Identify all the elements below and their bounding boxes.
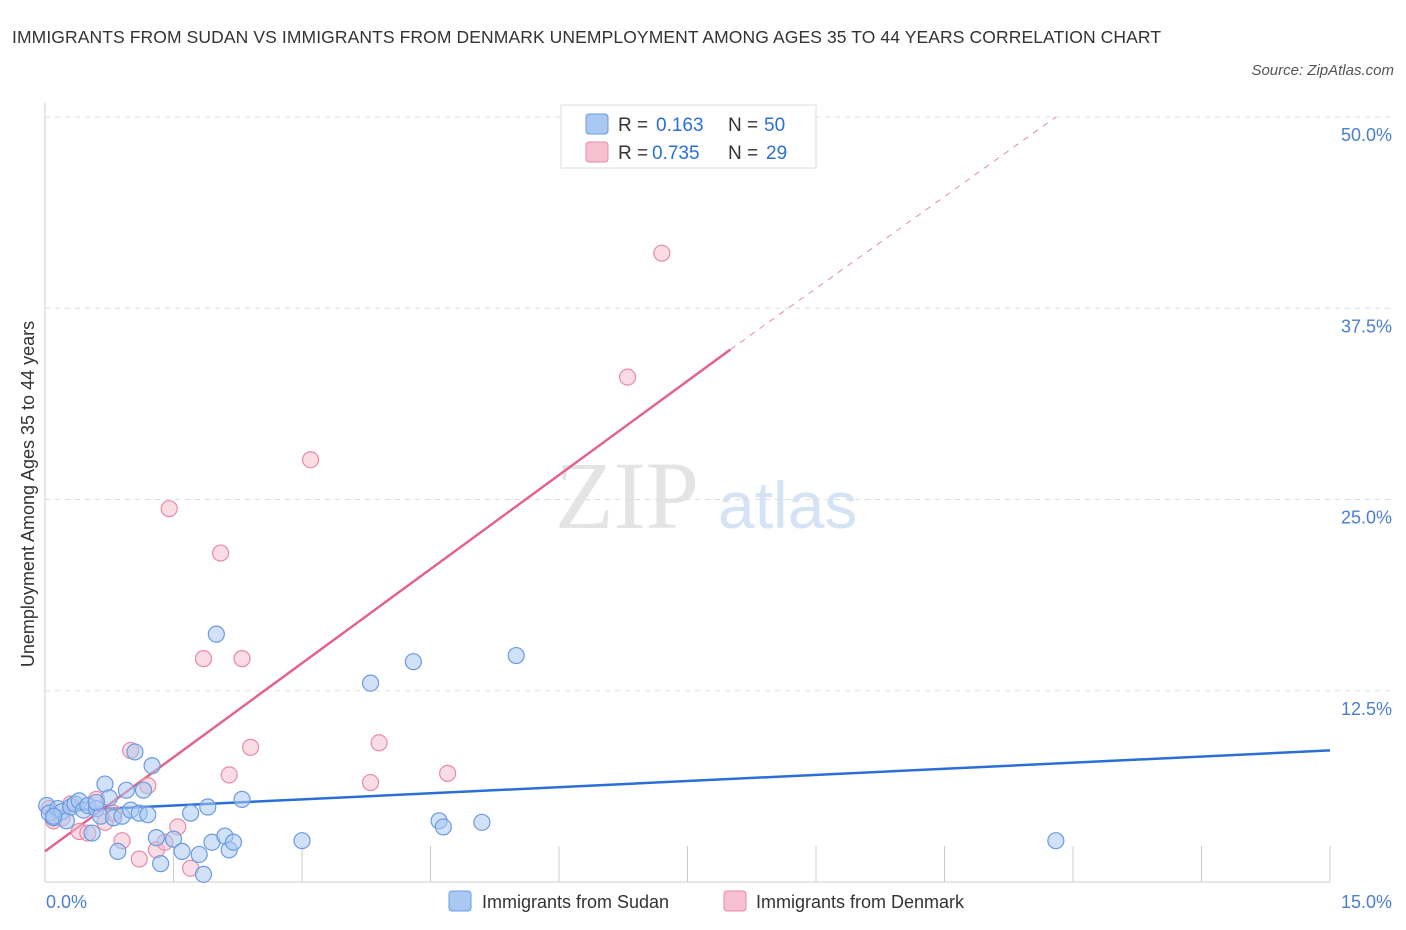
bottom-legend-label-sudan: Immigrants from Sudan (482, 892, 669, 912)
bottom-legend-label-denmark: Immigrants from Denmark (756, 892, 965, 912)
legend-r-value: 0.735 (652, 143, 700, 164)
data-points (38, 244, 1065, 883)
legend-n-value: 29 (766, 143, 787, 164)
watermark-atlas: atlas (718, 468, 857, 542)
denmark-trend-line (44, 348, 732, 853)
denmark-point (618, 368, 637, 386)
denmark-point (653, 244, 671, 262)
sudan-point (361, 674, 380, 692)
sudan-point (233, 790, 251, 808)
denmark-point (301, 451, 320, 469)
grid (45, 116, 1390, 692)
sudan-point (190, 845, 208, 864)
x-tick-label: 0.0% (46, 892, 87, 912)
bottom-legend-swatch-sudan (448, 890, 472, 912)
y-tick-label: 25.0% (1341, 508, 1392, 528)
sudan-point (147, 829, 165, 847)
denmark-point (233, 650, 251, 668)
denmark-point (242, 738, 260, 756)
denmark-point (194, 650, 213, 668)
legend-r-label: R = (618, 115, 648, 136)
denmark-point (370, 734, 388, 752)
sudan-point (139, 806, 157, 824)
denmark-point (220, 766, 238, 784)
y-tick-label: 50.0% (1341, 125, 1392, 145)
sudan-point (173, 842, 191, 861)
sudan-point (109, 842, 127, 861)
axes: 12.5% 25.0% 37.5% 50.0% (44, 103, 1392, 883)
denmark-point (439, 764, 457, 782)
sudan-point (434, 818, 452, 836)
legend-n-label: N = (728, 143, 758, 164)
y-tick-label: 12.5% (1341, 699, 1392, 719)
legend-swatch-denmark (585, 141, 609, 163)
stats-legend: R = 0.163 N = 50 R = 0.735 N = 29 (560, 104, 817, 169)
sudan-point (473, 813, 491, 831)
denmark-point (361, 773, 380, 792)
sudan-point (404, 653, 422, 671)
x-tick-label: 15.0% (1341, 892, 1392, 912)
y-axis-label: Unemployment Among Ages 35 to 44 years (18, 321, 38, 667)
legend-n-label: N = (728, 115, 758, 136)
sudan-point (83, 824, 101, 842)
sudan-point (1047, 832, 1065, 850)
bottom-legend-swatch-denmark (723, 890, 747, 912)
y-tick-label: 37.5% (1341, 316, 1392, 336)
sudan-point (293, 832, 311, 850)
sudan-point (134, 781, 153, 799)
sudan-point (182, 804, 200, 822)
legend-r-value: 0.163 (656, 115, 704, 136)
sudan-point (87, 793, 106, 812)
sudan-point (164, 830, 183, 848)
sudan-point (224, 833, 243, 851)
legend-swatch-sudan (585, 113, 609, 135)
denmark-point (212, 544, 230, 562)
sudan-point (194, 865, 213, 883)
sudan-point (44, 807, 63, 825)
denmark-point (160, 500, 178, 518)
sudan-point (199, 798, 217, 816)
watermark-zip: ZIP (555, 442, 699, 549)
sudan-point (126, 743, 144, 761)
denmark-point (130, 850, 148, 868)
chart-title: IMMIGRANTS FROM SUDAN VS IMMIGRANTS FROM… (12, 27, 1162, 47)
sudan-point (143, 757, 161, 775)
sudan-point (117, 781, 135, 799)
series-legend: Immigrants from Sudan Immigrants from De… (448, 890, 965, 912)
sudan-point (207, 625, 225, 643)
legend-r-label: R = (618, 143, 648, 164)
sudan-trend-line (44, 749, 1331, 813)
sudan-point (152, 855, 170, 873)
sudan-point (507, 646, 525, 665)
source-label: Source: ZipAtlas.com (1251, 62, 1394, 79)
legend-n-value: 50 (764, 115, 785, 136)
